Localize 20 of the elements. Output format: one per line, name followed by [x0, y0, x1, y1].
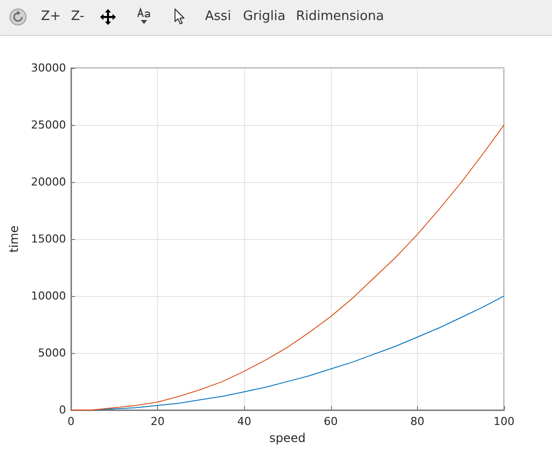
x-tick-label: 0 [68, 415, 74, 428]
text: Z- [71, 9, 84, 25]
y-tick-label: 20000 [31, 176, 66, 188]
text: Assi [205, 9, 232, 25]
x-tick-label: 60 [324, 415, 338, 428]
x-axis-title: speed [269, 430, 306, 445]
y-tick-label: 0 [59, 404, 66, 416]
y-tick-label: 10000 [31, 290, 66, 302]
x-tick-label: 40 [237, 415, 252, 428]
x-tick-label: 100 [494, 415, 514, 428]
text: Ridimensiona [296, 9, 384, 25]
text: Griglia [243, 9, 286, 25]
x-tick-label: 80 [410, 415, 424, 428]
text: Z+ [41, 9, 61, 25]
y-axis-title: time [7, 225, 22, 253]
x-tick-label: 20 [150, 415, 165, 428]
y-tick-label: 30000 [31, 62, 66, 74]
y-tick-label: 25000 [31, 118, 66, 132]
y-tick-label: 15000 [31, 232, 66, 246]
y-tick-label: 5000 [38, 346, 66, 360]
